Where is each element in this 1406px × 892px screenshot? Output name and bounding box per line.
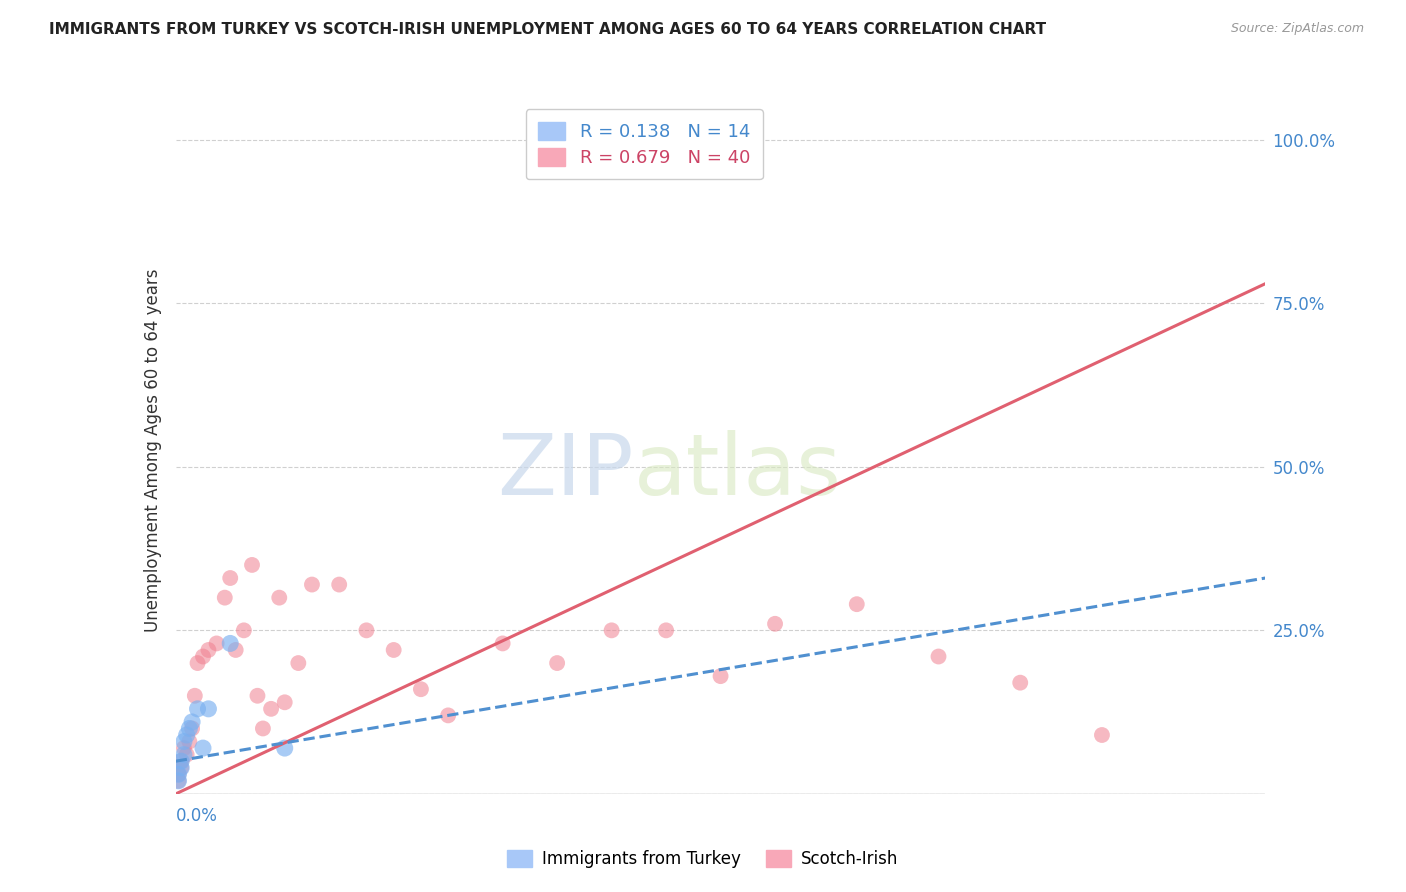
Point — [260, 702, 283, 716]
Point — [191, 649, 214, 664]
Point — [176, 747, 198, 762]
Point — [301, 577, 323, 591]
Point — [269, 591, 291, 605]
Point — [437, 708, 460, 723]
Text: atlas: atlas — [633, 430, 841, 513]
Point — [274, 741, 297, 756]
Point — [225, 643, 247, 657]
Point — [186, 702, 209, 716]
Point — [546, 656, 568, 670]
Point — [252, 722, 274, 736]
Point — [179, 722, 201, 736]
Point — [214, 591, 236, 605]
Point — [176, 728, 198, 742]
Point — [173, 747, 195, 762]
Point — [1091, 728, 1114, 742]
Point — [240, 558, 263, 572]
Point — [409, 682, 432, 697]
Point — [655, 624, 678, 638]
Point — [928, 649, 950, 664]
Point — [173, 734, 195, 748]
Point — [186, 656, 209, 670]
Point — [191, 741, 214, 756]
Point — [287, 656, 309, 670]
Point — [232, 624, 254, 638]
Text: IMMIGRANTS FROM TURKEY VS SCOTCH-IRISH UNEMPLOYMENT AMONG AGES 60 TO 64 YEARS CO: IMMIGRANTS FROM TURKEY VS SCOTCH-IRISH U… — [49, 22, 1046, 37]
Legend: Immigrants from Turkey, Scotch-Irish: Immigrants from Turkey, Scotch-Irish — [501, 843, 905, 875]
Point — [167, 767, 190, 781]
Point — [763, 616, 786, 631]
Point — [170, 754, 193, 768]
Point — [492, 636, 515, 650]
Point — [197, 643, 219, 657]
Text: ZIP: ZIP — [496, 430, 633, 513]
Point — [181, 722, 204, 736]
Point — [274, 695, 297, 709]
Point — [184, 689, 207, 703]
Point — [382, 643, 405, 657]
Point — [179, 734, 201, 748]
Point — [167, 773, 190, 788]
Point — [219, 571, 242, 585]
Point — [170, 761, 193, 775]
Point — [197, 702, 219, 716]
Point — [167, 773, 190, 788]
Point — [219, 636, 242, 650]
Point — [328, 577, 350, 591]
Point — [170, 754, 193, 768]
Point — [181, 714, 204, 729]
Text: 0.0%: 0.0% — [176, 807, 218, 825]
Point — [170, 761, 193, 775]
Point — [167, 767, 190, 781]
Legend: R = 0.138   N = 14, R = 0.679   N = 40: R = 0.138 N = 14, R = 0.679 N = 40 — [526, 109, 763, 179]
Point — [205, 636, 228, 650]
Point — [356, 624, 378, 638]
Point — [173, 741, 195, 756]
Y-axis label: Unemployment Among Ages 60 to 64 years: Unemployment Among Ages 60 to 64 years — [143, 268, 162, 632]
Point — [710, 669, 733, 683]
Point — [845, 597, 868, 611]
Text: Source: ZipAtlas.com: Source: ZipAtlas.com — [1230, 22, 1364, 36]
Point — [600, 624, 623, 638]
Point — [1010, 675, 1032, 690]
Point — [246, 689, 269, 703]
